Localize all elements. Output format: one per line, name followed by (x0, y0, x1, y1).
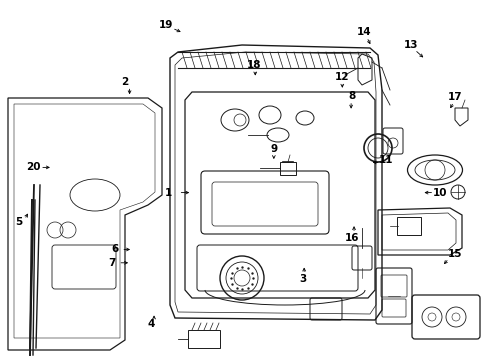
Text: 6: 6 (111, 244, 118, 255)
Text: 14: 14 (356, 27, 371, 37)
Text: 16: 16 (344, 233, 359, 243)
Text: 11: 11 (378, 155, 393, 165)
Text: 12: 12 (334, 72, 349, 82)
Text: 17: 17 (447, 92, 461, 102)
Text: 19: 19 (159, 20, 173, 30)
Text: 20: 20 (26, 162, 41, 172)
Text: 8: 8 (348, 91, 355, 102)
Text: 5: 5 (15, 217, 22, 228)
Text: 9: 9 (270, 144, 277, 154)
Text: 13: 13 (403, 40, 417, 50)
Text: 18: 18 (246, 60, 261, 70)
Text: 15: 15 (447, 249, 461, 259)
Text: 4: 4 (147, 319, 155, 329)
Text: 2: 2 (121, 77, 128, 87)
Text: 3: 3 (299, 274, 306, 284)
Text: 10: 10 (432, 188, 447, 198)
Text: 1: 1 (165, 188, 172, 198)
Text: 7: 7 (107, 258, 115, 268)
